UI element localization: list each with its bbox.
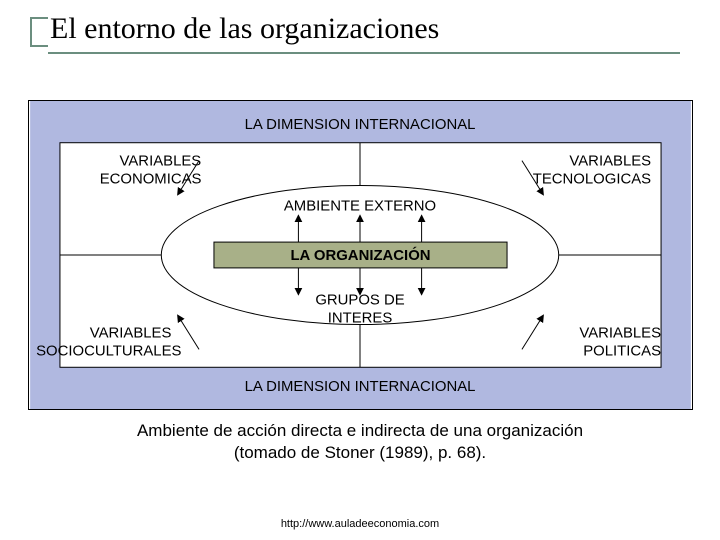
economic-vars-2: ECONOMICAS (100, 171, 202, 187)
caption-line-2: (tomado de Stoner (1989), p. 68). (0, 442, 720, 464)
economic-vars-1: VARIABLES (120, 154, 202, 170)
caption-line-1: Ambiente de acción directa e indirecta d… (0, 420, 720, 442)
diagram-caption: Ambiente de acción directa e indirecta d… (0, 420, 720, 464)
sociocultural-vars-2: SOCIOCULTURALES (36, 343, 181, 359)
footer-url: http://www.auladeeconomia.com (0, 518, 720, 530)
page-title: El entorno de las organizaciones (48, 10, 680, 54)
political-vars-1: VARIABLES (579, 325, 661, 341)
title-accent-box (30, 17, 48, 47)
external-env-label: AMBIENTE EXTERNO (284, 198, 436, 214)
tech-vars-1: VARIABLES (569, 154, 651, 170)
org-environment-diagram: LA ORGANIZACIÓN LA DIMENSION INTERNACION… (28, 100, 693, 410)
top-dimension-label: LA DIMENSION INTERNACIONAL (245, 117, 476, 133)
political-vars-2: POLITICAS (583, 343, 661, 359)
sociocultural-vars-1: VARIABLES (90, 325, 172, 341)
interest-groups-label-1: GRUPOS DE (315, 293, 404, 309)
bottom-dimension-label: LA DIMENSION INTERNACIONAL (245, 379, 476, 395)
interest-groups-label-2: INTERES (328, 311, 393, 327)
organization-label: LA ORGANIZACIÓN (290, 246, 430, 264)
tech-vars-2: TECNOLOGICAS (533, 171, 651, 187)
